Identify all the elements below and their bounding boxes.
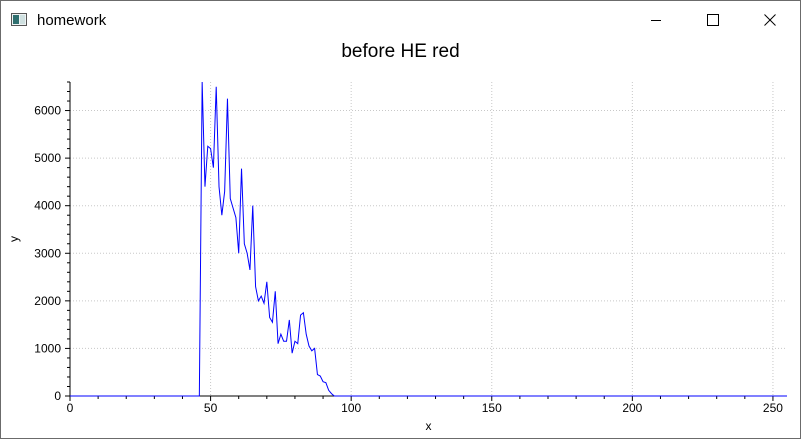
maximize-icon [707, 14, 719, 26]
grid-lines [70, 82, 787, 396]
minimize-button[interactable] [633, 1, 679, 39]
x-axis-label: x [426, 419, 432, 433]
series-line [70, 81, 787, 397]
ticks: 0 50 100 150 200 250 0 1000 2000 3000 4000 5000 6000 [34, 81, 783, 415]
app-window-icon [11, 13, 27, 26]
y-tick-label: 1000 [34, 341, 61, 355]
x-tick-label: 0 [67, 401, 74, 415]
close-button[interactable] [747, 1, 793, 39]
x-tick-label: 200 [622, 401, 642, 415]
y-tick-label: 0 [54, 389, 61, 403]
minimize-icon [651, 20, 661, 21]
x-tick-label: 50 [204, 401, 218, 415]
y-tick-label: 2000 [34, 294, 61, 308]
x-tick-label: 100 [341, 401, 361, 415]
series [70, 81, 787, 397]
window-title: homework [37, 12, 107, 29]
y-tick-label: 3000 [34, 246, 61, 260]
chart-title: before HE red [341, 41, 460, 62]
y-tick-label: 4000 [34, 199, 61, 213]
x-tick-label: 250 [763, 401, 783, 415]
x-tick-label: 150 [482, 401, 502, 415]
title-bar[interactable]: homework [1, 1, 800, 39]
maximize-button[interactable] [690, 1, 736, 39]
y-tick-label: 6000 [34, 104, 61, 118]
y-axis-label: y [7, 236, 21, 242]
close-icon [764, 14, 776, 26]
y-tick-label: 5000 [34, 151, 61, 165]
